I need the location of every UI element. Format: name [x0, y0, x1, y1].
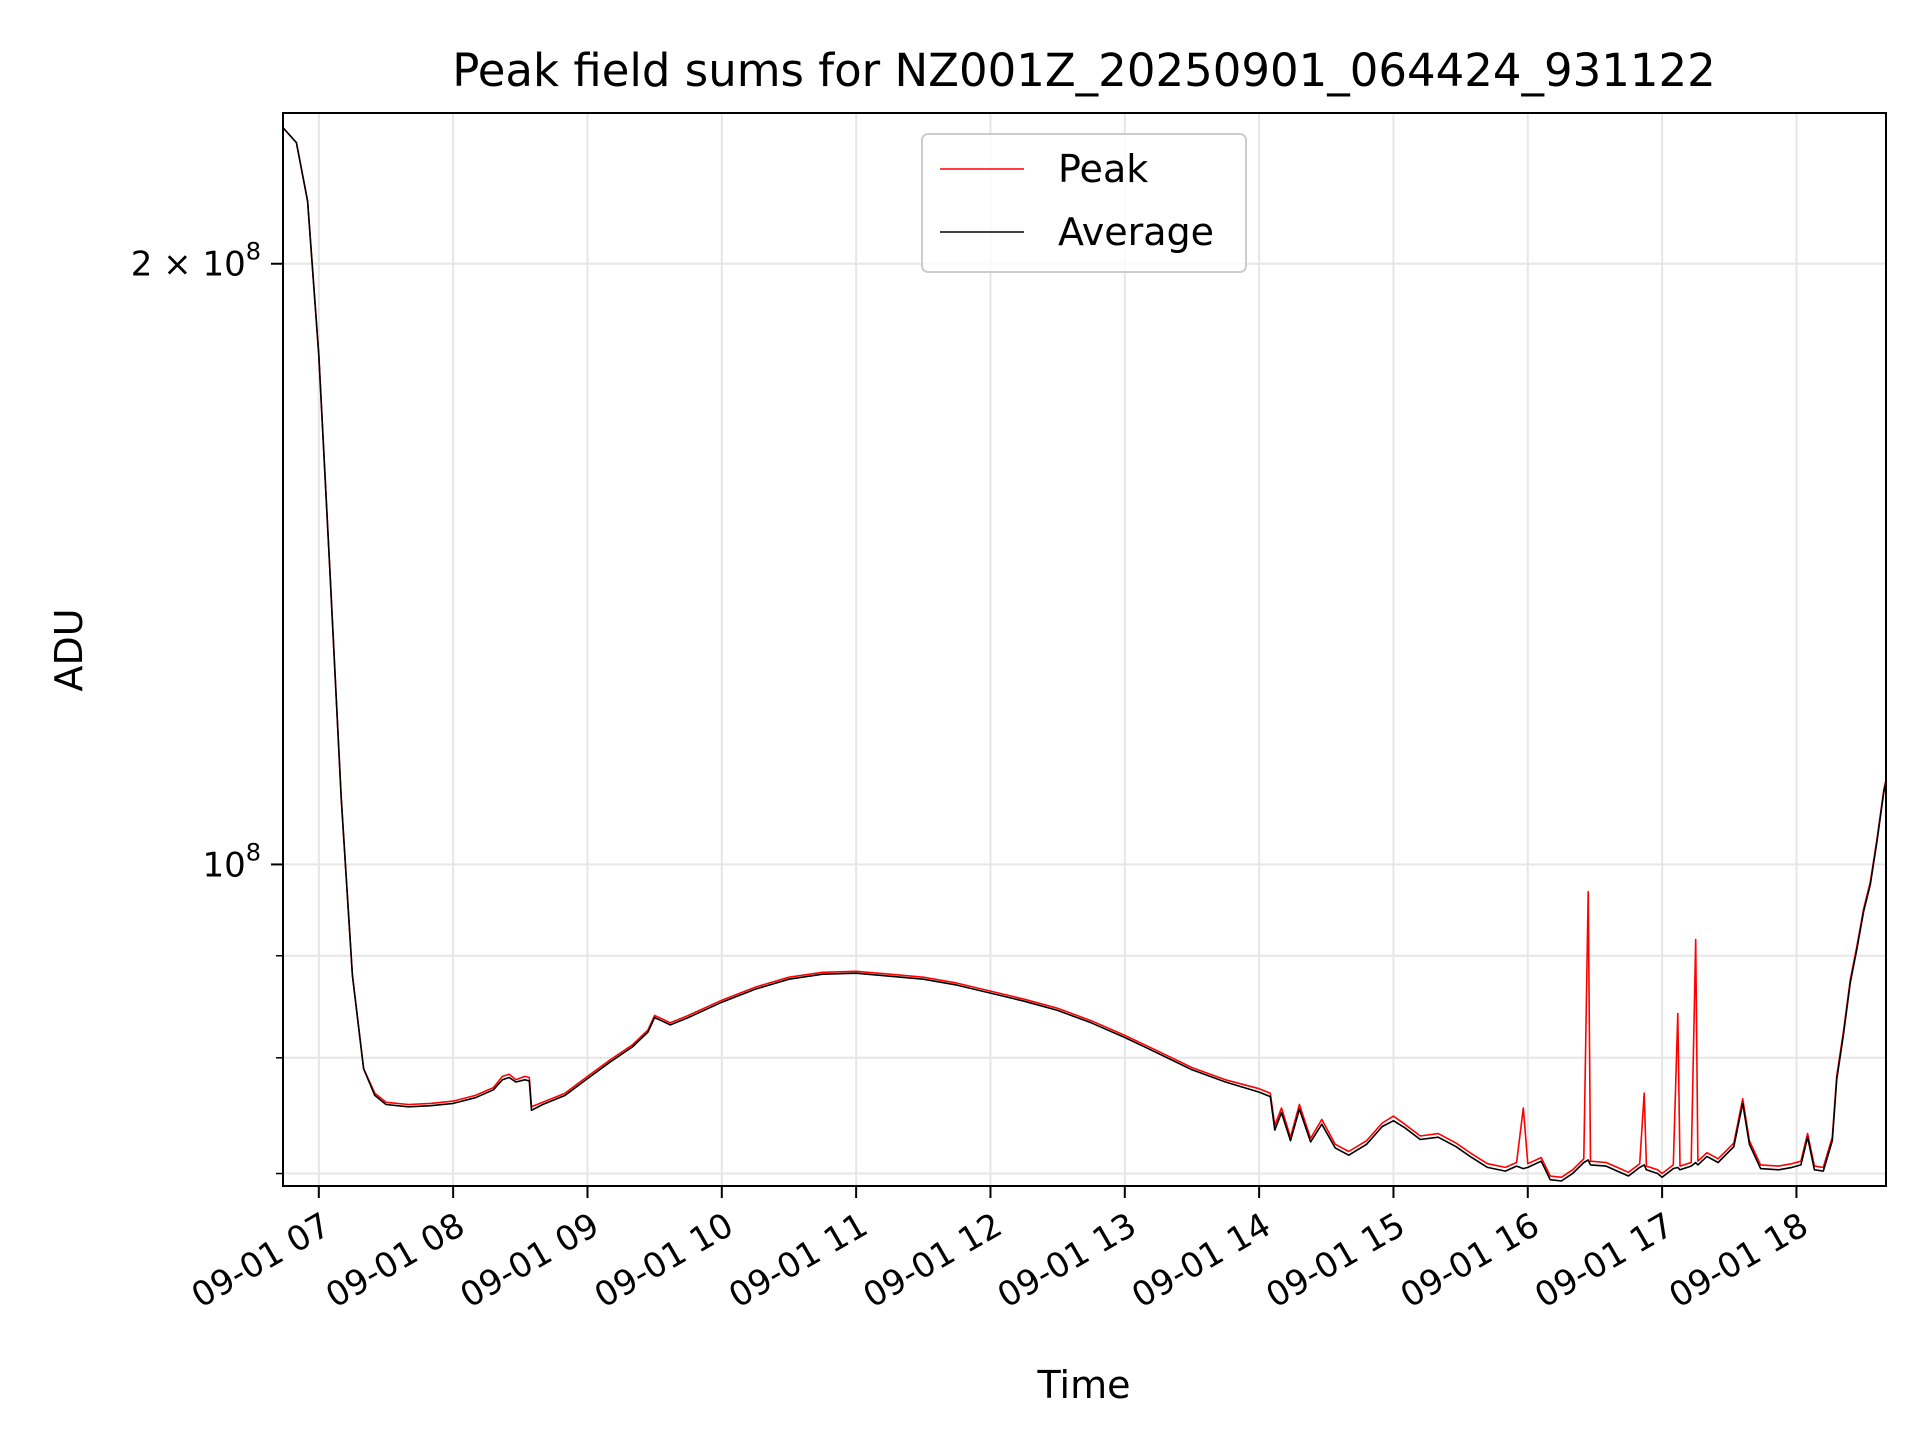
- y-axis: 108 2 × 108: [131, 238, 283, 1175]
- series-line-average: [283, 127, 1886, 1182]
- y-tick-label: 108: [202, 838, 261, 885]
- plot-frame: [282, 112, 1887, 1187]
- y-tick-label: 2 × 108: [131, 238, 261, 285]
- legend-label-average: Average: [1058, 210, 1214, 254]
- y-axis-label: ADU: [47, 608, 91, 691]
- legend: Peak Average: [921, 133, 1247, 273]
- chart-title: Peak field sums for NZ001Z_20250901_0644…: [452, 44, 1716, 97]
- legend-label-peak: Peak: [1058, 147, 1148, 191]
- plot-area: [283, 127, 1886, 1182]
- series-layer: [283, 127, 1886, 1182]
- grid: [283, 113, 1886, 1186]
- x-axis-label: Time: [1037, 1363, 1131, 1407]
